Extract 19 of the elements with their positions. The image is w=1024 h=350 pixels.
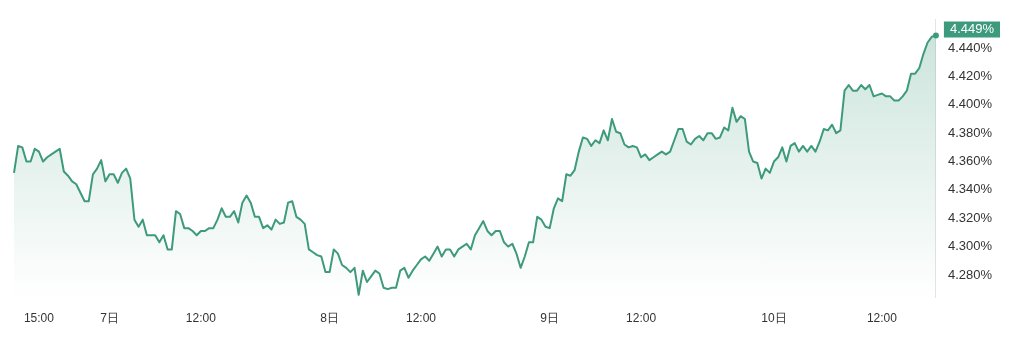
- x-tick-label: 12:00: [866, 311, 898, 326]
- y-tick-label: 4.280%: [947, 266, 993, 282]
- text: 4.449%: [949, 20, 995, 36]
- x-tick-label: 12:00: [405, 311, 437, 326]
- x-tick-label: 15:00: [23, 311, 55, 326]
- y-tick-label: 4.360%: [947, 153, 993, 169]
- y-tick-label: 4.420%: [947, 68, 993, 84]
- y-tick-label: 4.440%: [947, 39, 993, 55]
- x-tick-label: 12:00: [185, 311, 217, 326]
- y-tick-label: 4.340%: [947, 181, 993, 197]
- x-tick-label: 8日: [320, 311, 339, 326]
- x-tick-label: 9日: [540, 311, 560, 326]
- y-tick-label: 4.320%: [947, 209, 993, 225]
- x-tick-label: 12:00: [626, 311, 657, 326]
- y-tick-label: 4.400%: [947, 96, 993, 112]
- x-tick-label: 7日: [100, 311, 119, 326]
- y-tick-label: 4.300%: [947, 238, 993, 254]
- y-tick-label: 4.380%: [947, 124, 993, 140]
- x-tick-label: 10日: [761, 311, 787, 326]
